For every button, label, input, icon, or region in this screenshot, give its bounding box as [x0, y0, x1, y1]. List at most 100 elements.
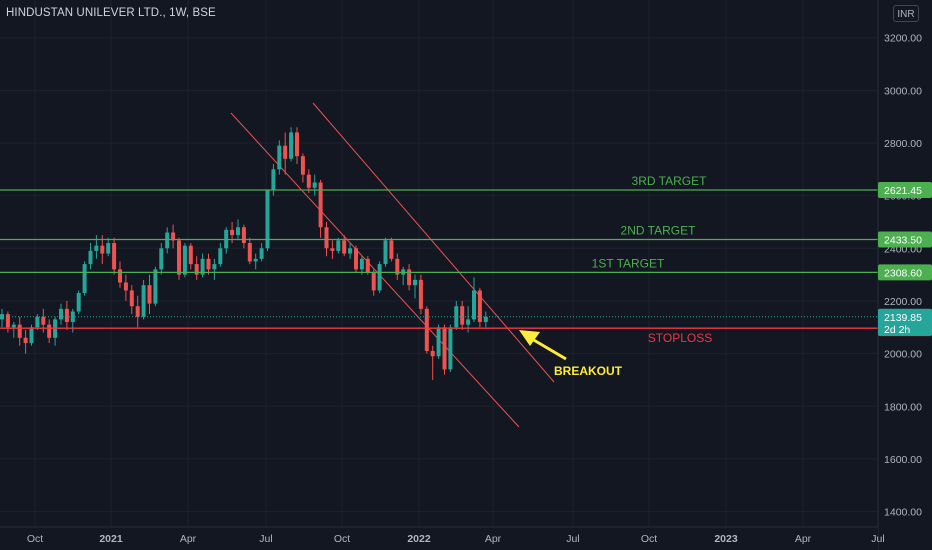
- candle-up[interactable]: [472, 277, 476, 323]
- candle-body: [41, 316, 46, 325]
- channel-lower-line[interactable]: [230, 112, 520, 428]
- candle-down[interactable]: [295, 127, 299, 165]
- candle-up[interactable]: [159, 243, 164, 275]
- candle-up[interactable]: [106, 237, 111, 257]
- candle-up[interactable]: [35, 314, 40, 330]
- time-tick-label: Oct: [641, 533, 657, 545]
- candle-down[interactable]: [247, 237, 252, 265]
- candle-down[interactable]: [41, 308, 46, 333]
- candle-down[interactable]: [147, 274, 152, 315]
- candle-down[interactable]: [442, 324, 447, 375]
- candle-body: [88, 250, 93, 265]
- candle-down[interactable]: [354, 245, 358, 272]
- candle-down[interactable]: [283, 132, 288, 175]
- candle-up[interactable]: [59, 303, 63, 325]
- candle-up[interactable]: [259, 243, 264, 262]
- candle-down[interactable]: [129, 285, 134, 315]
- candle-down[interactable]: [206, 253, 211, 275]
- candle-body: [64, 308, 69, 323]
- candle-body: [383, 240, 388, 265]
- candle-up[interactable]: [401, 266, 406, 286]
- candle-down[interactable]: [188, 243, 193, 270]
- candle-down[interactable]: [477, 287, 482, 328]
- candle-up[interactable]: [236, 219, 240, 241]
- candle-up[interactable]: [200, 253, 205, 278]
- candle-body: [247, 243, 252, 262]
- candle-down[interactable]: [47, 319, 52, 344]
- candle-up[interactable]: [88, 243, 93, 270]
- candle-down[interactable]: [241, 224, 246, 249]
- candle-down[interactable]: [318, 179, 323, 238]
- candle-down[interactable]: [460, 300, 465, 330]
- candle-down[interactable]: [112, 237, 117, 275]
- candle-up[interactable]: [448, 324, 453, 373]
- candle-up[interactable]: [224, 227, 229, 254]
- candle-up[interactable]: [70, 308, 75, 333]
- candle-down[interactable]: [389, 237, 394, 262]
- candle-down[interactable]: [123, 274, 128, 301]
- candle-up[interactable]: [377, 261, 382, 294]
- currency-button[interactable]: INR: [893, 5, 919, 22]
- candle-down[interactable]: [342, 235, 347, 257]
- candle-up[interactable]: [277, 140, 282, 175]
- candle-down[interactable]: [17, 316, 22, 346]
- candle-down[interactable]: [430, 345, 435, 380]
- channel-upper-line[interactable]: [312, 102, 555, 383]
- candle-up[interactable]: [153, 266, 158, 307]
- candle-up[interactable]: [271, 164, 276, 196]
- candle-up[interactable]: [76, 290, 81, 315]
- candle-up[interactable]: [265, 190, 270, 251]
- candle-down[interactable]: [330, 240, 335, 259]
- candle-body: [153, 269, 158, 304]
- candle-up[interactable]: [0, 308, 4, 328]
- candle-up[interactable]: [289, 127, 294, 162]
- candle-down[interactable]: [407, 264, 412, 291]
- time-tick-label: Jul: [871, 533, 884, 545]
- candle-up[interactable]: [182, 243, 187, 278]
- candle-down[interactable]: [371, 269, 376, 296]
- candle-down[interactable]: [177, 237, 181, 280]
- candle-down[interactable]: [194, 256, 199, 280]
- candle-down[interactable]: [418, 274, 423, 315]
- candle-up[interactable]: [454, 300, 459, 330]
- candle-up[interactable]: [383, 237, 388, 267]
- candle-down[interactable]: [365, 256, 370, 275]
- candle-up[interactable]: [212, 258, 217, 280]
- candle-body: [306, 174, 311, 188]
- candle-up[interactable]: [82, 261, 87, 296]
- candle-up[interactable]: [141, 279, 146, 320]
- candle-down[interactable]: [23, 329, 28, 354]
- candle-body: [11, 324, 16, 328]
- time-axis[interactable]: Oct 2021 Apr Jul Oct 2022 Apr Jul Oct 2023 Apr Jul: [0, 526, 885, 550]
- candle-up[interactable]: [94, 235, 99, 259]
- candle-up[interactable]: [436, 324, 441, 359]
- candle-up[interactable]: [312, 174, 317, 196]
- candle-down[interactable]: [424, 306, 429, 354]
- candle-down[interactable]: [5, 311, 10, 333]
- candle-down[interactable]: [300, 153, 305, 183]
- time-tick-label: 2022: [407, 533, 431, 545]
- candle-up[interactable]: [11, 322, 16, 338]
- time-tick-label: Apr: [180, 533, 197, 545]
- candle-up[interactable]: [336, 237, 341, 254]
- candle-body: [188, 245, 193, 265]
- candle-up[interactable]: [253, 253, 258, 270]
- candle-up[interactable]: [165, 227, 170, 254]
- candle-down[interactable]: [395, 253, 400, 280]
- candles[interactable]: [0, 127, 488, 380]
- candle-up[interactable]: [413, 274, 417, 299]
- candle-down[interactable]: [118, 261, 122, 288]
- candle-down[interactable]: [306, 169, 311, 194]
- candle-down[interactable]: [171, 224, 176, 249]
- candle-up[interactable]: [218, 243, 223, 267]
- candle-up[interactable]: [53, 316, 58, 346]
- horizontal-levels[interactable]: 3RD TARGET 2ND TARGET 1ST TARGET STOPLOSS: [0, 174, 878, 345]
- candle-up[interactable]: [359, 256, 364, 275]
- candle-body: [413, 279, 417, 286]
- candle-up[interactable]: [483, 311, 488, 328]
- candle-down[interactable]: [135, 295, 140, 328]
- candle-down[interactable]: [64, 300, 69, 330]
- candle-up[interactable]: [348, 243, 353, 259]
